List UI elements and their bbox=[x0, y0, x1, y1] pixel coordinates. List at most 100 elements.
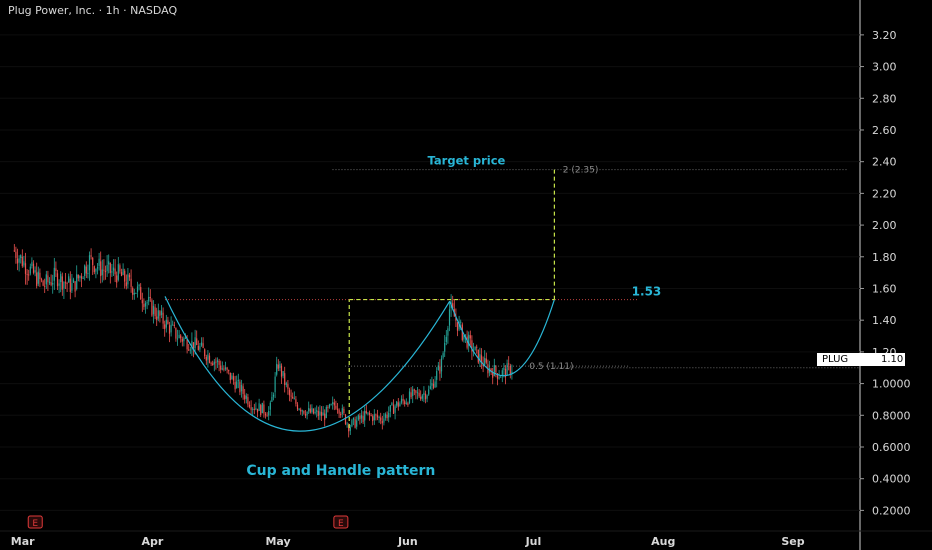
candle-body bbox=[151, 300, 153, 316]
candle-body bbox=[282, 371, 284, 376]
y-tick-label: 1.40 bbox=[872, 314, 897, 327]
candle-body bbox=[418, 392, 420, 397]
candle-body bbox=[404, 401, 406, 404]
candle-body bbox=[58, 283, 60, 286]
candle-body bbox=[93, 266, 95, 273]
candle-body bbox=[111, 271, 113, 273]
candle-body bbox=[372, 416, 374, 422]
candle-body bbox=[85, 266, 87, 274]
y-tick-label: 0.6000 bbox=[872, 441, 911, 454]
candle-body bbox=[466, 336, 468, 348]
price-tag-symbol: PLUG bbox=[822, 354, 849, 365]
candle-body bbox=[136, 286, 139, 292]
candle-body bbox=[212, 363, 214, 365]
candle-body bbox=[333, 402, 335, 406]
candle-body bbox=[253, 408, 255, 410]
candle-body bbox=[124, 270, 126, 282]
candle-body bbox=[64, 282, 67, 284]
candle-body bbox=[36, 272, 38, 286]
candle-body bbox=[386, 414, 388, 419]
candle-body bbox=[344, 414, 347, 424]
candle-body bbox=[383, 418, 385, 423]
candle-body bbox=[485, 358, 487, 363]
candle-body bbox=[362, 416, 364, 423]
candle-body bbox=[448, 309, 451, 326]
candle-body bbox=[492, 372, 494, 378]
candle-body bbox=[437, 365, 439, 371]
candle-body bbox=[173, 324, 175, 326]
candle-body bbox=[456, 322, 459, 331]
candle-body bbox=[351, 420, 353, 427]
candle-body bbox=[175, 327, 177, 339]
candle-body bbox=[119, 265, 121, 272]
candle-body bbox=[196, 338, 198, 346]
chart-title: Plug Power, Inc. · 1h · NASDAQ bbox=[8, 4, 178, 17]
candle-body bbox=[237, 379, 239, 382]
candle-body bbox=[501, 370, 503, 376]
candle-body bbox=[165, 319, 167, 328]
candle-body bbox=[172, 324, 174, 326]
candle-body bbox=[34, 270, 36, 273]
candle-body bbox=[16, 258, 19, 264]
candle-body bbox=[236, 381, 238, 389]
candle-body bbox=[301, 410, 303, 412]
candle-body bbox=[444, 342, 446, 352]
candle-body bbox=[405, 402, 407, 404]
candle-body bbox=[186, 339, 188, 350]
candle-body bbox=[394, 406, 396, 413]
candle-body bbox=[271, 396, 273, 402]
candle-body bbox=[106, 265, 108, 272]
candle-body bbox=[349, 427, 351, 431]
candle-body bbox=[295, 399, 297, 404]
candle-body bbox=[66, 282, 68, 284]
candle-body bbox=[29, 266, 31, 274]
candle-body bbox=[328, 404, 331, 408]
y-tick-label: 3.00 bbox=[872, 61, 897, 74]
candle-body bbox=[128, 274, 131, 278]
candle-body bbox=[109, 263, 111, 273]
candle-body bbox=[335, 405, 337, 409]
candle-body bbox=[496, 373, 499, 379]
candle-body bbox=[407, 403, 409, 405]
candle-body bbox=[309, 408, 311, 413]
candle-body bbox=[376, 415, 379, 418]
time-axis[interactable]: Mar Apr May Jun Jul Aug Sep bbox=[11, 535, 805, 548]
candle-body bbox=[82, 277, 84, 279]
candle-body bbox=[71, 283, 73, 291]
candle-body bbox=[42, 280, 44, 286]
candle-body bbox=[415, 390, 417, 393]
candle-body bbox=[509, 365, 511, 375]
candle-body bbox=[122, 268, 124, 275]
candle-body bbox=[356, 420, 358, 427]
candle-body bbox=[308, 408, 310, 412]
candle-body bbox=[188, 349, 190, 351]
candle-body bbox=[330, 404, 332, 406]
candle-body bbox=[40, 279, 43, 281]
price-axis[interactable]: 3.20 3.00 2.80 2.60 2.40 2.20 2.00 1.80 1.60 1.40… bbox=[860, 29, 911, 518]
candle-body bbox=[252, 408, 254, 410]
candle-body bbox=[396, 401, 398, 406]
candle-body bbox=[260, 405, 262, 415]
candle-body bbox=[80, 276, 83, 279]
candle-body bbox=[245, 395, 247, 399]
candle-body bbox=[141, 300, 143, 304]
candle-body bbox=[180, 335, 182, 339]
candle-body bbox=[477, 349, 479, 363]
candle-body bbox=[194, 337, 196, 349]
candle-body bbox=[183, 338, 185, 342]
candle-body bbox=[381, 421, 383, 424]
current-price-tag: PLUG 1.10 bbox=[817, 353, 905, 366]
candle-body bbox=[72, 279, 75, 283]
candle-body bbox=[340, 413, 342, 416]
candle-body bbox=[322, 412, 324, 416]
candle-body bbox=[296, 404, 299, 410]
candle-body bbox=[508, 363, 510, 365]
candle-body bbox=[343, 408, 345, 414]
candle-body bbox=[397, 402, 399, 407]
candle-body bbox=[452, 303, 454, 309]
candle-body bbox=[114, 268, 116, 275]
candle-body bbox=[300, 409, 302, 412]
candle-body bbox=[357, 415, 359, 420]
candle-body bbox=[244, 394, 246, 400]
